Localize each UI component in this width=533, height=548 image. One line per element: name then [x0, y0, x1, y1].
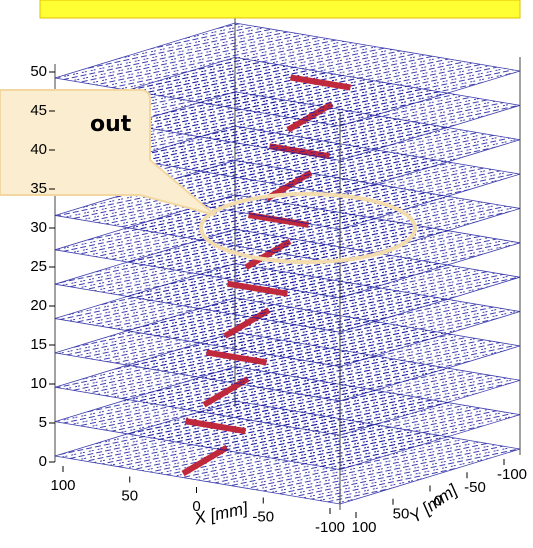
- z-tick-label: 10: [30, 375, 47, 392]
- z-tick-label: 25: [30, 258, 47, 275]
- highlight-ellipse: [199, 192, 417, 264]
- layer-plane: [54, 22, 521, 127]
- banner: [39, 0, 521, 19]
- z-tick-label: 0: [39, 453, 47, 470]
- x-tick-label: 50: [121, 487, 138, 504]
- strip: [290, 74, 351, 91]
- strip: [248, 211, 309, 228]
- y-tick-label: 100: [351, 519, 376, 536]
- x-tick-label: -50: [252, 508, 274, 525]
- strip: [181, 444, 229, 477]
- y-tick-label: 50: [393, 506, 410, 523]
- callout-text: out: [90, 112, 132, 137]
- z-tick-label: 45: [30, 102, 47, 119]
- x-tick-label: -100: [315, 519, 345, 536]
- z-tick-label: 35: [30, 180, 47, 197]
- callout-box: [0, 89, 216, 216]
- x-tick-label: 100: [50, 477, 75, 494]
- y-tick-label: -100: [497, 466, 527, 483]
- z-tick-label: 40: [30, 141, 47, 158]
- z-tick-label: 50: [30, 63, 47, 80]
- strip: [185, 418, 246, 435]
- strip: [227, 280, 288, 297]
- z-tick-label: 30: [30, 219, 47, 236]
- z-tick-label: 5: [39, 414, 47, 431]
- x-tick-label: 0: [192, 498, 200, 515]
- z-tick-label: 15: [30, 336, 47, 353]
- strip: [206, 349, 267, 366]
- y-tick-label: 0: [434, 492, 442, 509]
- y-tick-label: -50: [464, 479, 486, 496]
- z-tick-label: 20: [30, 297, 47, 314]
